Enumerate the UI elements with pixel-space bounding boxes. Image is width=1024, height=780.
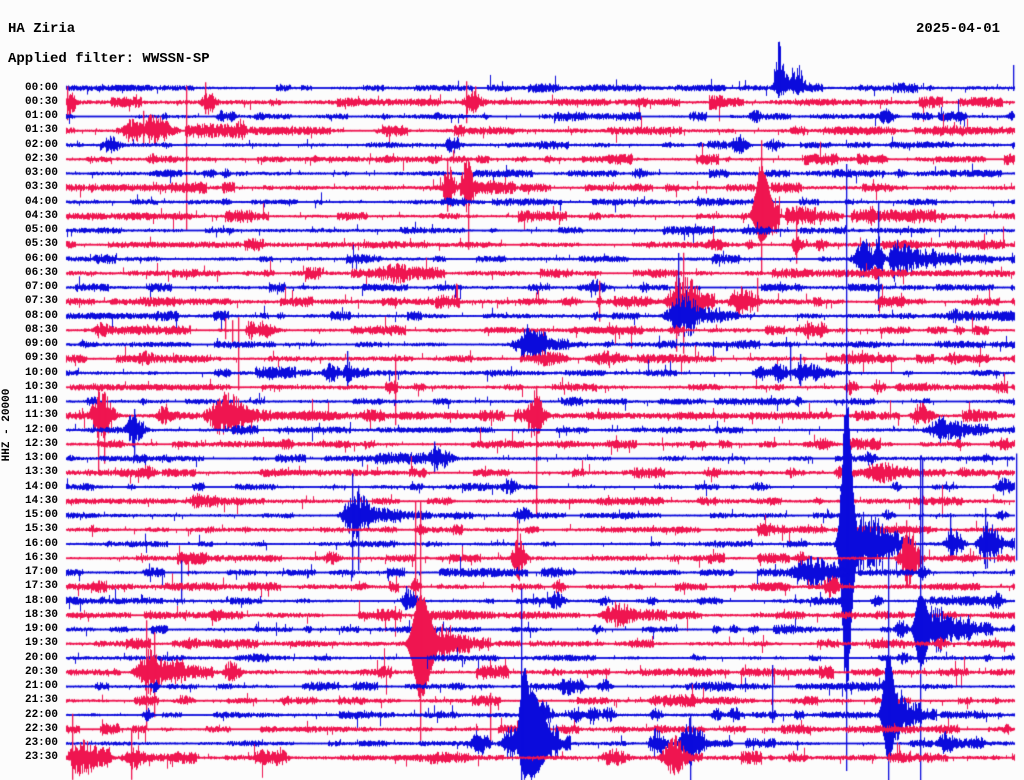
time-label: 12:00	[24, 423, 58, 436]
time-label: 11:30	[24, 409, 58, 422]
time-label: 07:00	[24, 281, 58, 293]
time-label: 08:00	[24, 309, 58, 322]
time-label: 10:30	[24, 380, 58, 393]
time-label: 22:30	[24, 722, 58, 735]
time-label: 15:30	[24, 523, 58, 536]
time-label: 04:30	[24, 209, 58, 222]
filter-label: Applied filter: WWSSN-SP	[8, 51, 210, 67]
time-label: 17:30	[24, 580, 58, 593]
time-label: 01:30	[24, 124, 58, 137]
station-name: HA Ziria	[8, 21, 76, 37]
time-label: 06:30	[24, 266, 58, 279]
time-label: 16:00	[24, 537, 58, 550]
time-label: 04:00	[24, 195, 58, 208]
time-label: 18:30	[24, 608, 58, 621]
time-label: 12:30	[24, 437, 58, 450]
time-label: 09:30	[24, 352, 58, 365]
time-label: 16:30	[24, 551, 58, 564]
time-label: 15:00	[24, 509, 58, 521]
time-label: 22:00	[24, 708, 58, 721]
time-label: 19:30	[24, 637, 58, 650]
time-label: 06:00	[24, 252, 58, 265]
time-label: 13:30	[24, 466, 58, 479]
time-label: 19:00	[24, 623, 58, 635]
date-label: 2025-04-01	[915, 21, 1000, 37]
time-label: 02:30	[24, 152, 58, 165]
time-label: 05:30	[24, 238, 58, 251]
time-label: 14:00	[24, 480, 58, 493]
time-label: 13:00	[24, 452, 58, 464]
time-label: 11:00	[24, 395, 58, 407]
time-label: 07:30	[24, 295, 58, 308]
time-label: 23:30	[24, 751, 58, 764]
time-label: 10:00	[24, 366, 58, 379]
time-label: 20:30	[24, 665, 58, 678]
time-label: 01:00	[24, 110, 58, 122]
time-label: 18:00	[24, 594, 58, 607]
time-label: 02:00	[24, 138, 58, 151]
time-label: 00:30	[24, 95, 58, 108]
time-label: 00:00	[24, 81, 58, 94]
time-label: 23:00	[24, 737, 58, 749]
time-label: 09:00	[24, 338, 58, 350]
time-label: 20:00	[24, 651, 58, 664]
time-label: 14:30	[24, 494, 58, 507]
time-label: 17:00	[24, 566, 58, 578]
time-label: 05:00	[24, 224, 58, 236]
time-label: 03:00	[24, 167, 58, 179]
time-label: 21:00	[24, 680, 58, 692]
time-label: 08:30	[24, 323, 58, 336]
time-label: 21:30	[24, 694, 58, 707]
time-label: 03:30	[24, 181, 58, 194]
